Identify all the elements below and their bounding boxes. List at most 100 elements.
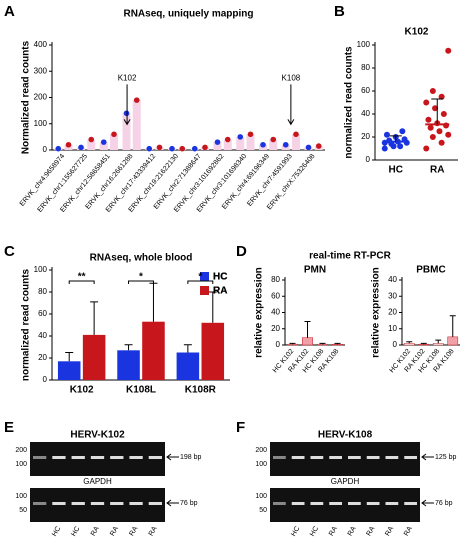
mean-dot xyxy=(293,131,299,138)
y-tick-label: 40 xyxy=(388,275,397,284)
band-arrow xyxy=(166,499,179,507)
mean-dot xyxy=(224,136,231,143)
lane-label: RA xyxy=(403,525,414,537)
lane-label: HC xyxy=(70,525,81,537)
mean-dot xyxy=(88,136,95,143)
sig-label: * xyxy=(139,272,143,283)
mean-bar xyxy=(269,139,278,150)
error-bar xyxy=(431,98,444,125)
arrow xyxy=(287,84,295,126)
mean-dot xyxy=(146,145,153,152)
mean-dot xyxy=(260,141,266,148)
y-axis-label: relative expression xyxy=(371,267,382,358)
mean-dot xyxy=(123,110,130,117)
y-tick-label: 60 xyxy=(271,291,280,300)
error-bar xyxy=(304,320,311,338)
mean-dot xyxy=(156,144,163,151)
sig-label: * xyxy=(198,272,202,283)
mean-dot xyxy=(202,144,208,151)
data-point xyxy=(383,131,390,138)
panel-label: E xyxy=(4,419,14,436)
gel-band xyxy=(291,456,305,459)
y-tick-label: 60 xyxy=(38,309,47,318)
mean-dot xyxy=(270,136,277,143)
y-tick-label: 60 xyxy=(361,86,370,95)
y-tick-label: 80 xyxy=(38,287,47,296)
sig-bracket xyxy=(128,280,154,284)
data-point xyxy=(432,105,439,112)
panel-label: B xyxy=(334,3,345,20)
legend-swatch xyxy=(200,286,209,295)
lane-label: RA xyxy=(328,525,339,537)
mean-bar xyxy=(291,134,300,150)
mean-bar xyxy=(132,100,141,150)
gel-band xyxy=(71,456,85,459)
panel-label: C xyxy=(4,243,15,260)
mean-bar xyxy=(246,134,255,150)
mean-dot xyxy=(237,134,244,140)
gel-title: HERV-K108 xyxy=(318,430,373,441)
gel-band xyxy=(90,456,105,459)
gel-band xyxy=(348,456,361,459)
gel-band xyxy=(33,456,47,459)
legend-swatch xyxy=(200,272,209,281)
marker-label: 200 xyxy=(15,447,27,454)
gel-band xyxy=(273,502,286,505)
lane-label: RA xyxy=(384,525,395,537)
gel-band xyxy=(148,456,162,459)
mean-dot xyxy=(55,145,62,152)
bar xyxy=(287,343,298,346)
bar xyxy=(432,343,444,346)
band-label: 76 bp xyxy=(435,500,453,507)
lane-label: RA xyxy=(366,525,377,537)
lane-label: RA xyxy=(148,525,159,537)
y-tick-label: 0 xyxy=(43,375,48,384)
data-point xyxy=(438,93,445,100)
bar xyxy=(403,343,415,346)
y-tick-label: 10 xyxy=(388,324,397,333)
y-tick-label: 30 xyxy=(388,291,397,300)
data-point xyxy=(436,128,443,135)
error-bar xyxy=(389,135,402,142)
arrow xyxy=(123,84,131,126)
legend-label: HC xyxy=(213,272,227,283)
y-tick-label: 20 xyxy=(361,132,370,141)
x-tick-label: HC xyxy=(389,165,403,176)
mean-bar xyxy=(122,113,131,150)
legend-label: HC xyxy=(213,272,227,283)
x-tick-label: K108L xyxy=(126,385,156,396)
error-bar xyxy=(435,339,442,344)
gel-band xyxy=(366,456,380,459)
y-tick-label: 0 xyxy=(276,340,281,349)
y-tick-label: 300 xyxy=(34,66,48,75)
data-point xyxy=(381,145,388,152)
bar xyxy=(82,334,106,380)
x-tick-label: K102 xyxy=(70,385,94,396)
gel-title: HERV-K102 xyxy=(70,430,125,441)
gel-band xyxy=(129,502,143,505)
y-tick-label: 80 xyxy=(361,63,370,72)
y-axis-label: normalized read counts xyxy=(344,46,355,159)
gel-band xyxy=(52,502,66,505)
data-point xyxy=(445,47,452,54)
data-point xyxy=(390,143,397,150)
y-tick-label: 400 xyxy=(34,40,48,49)
error-bar xyxy=(149,282,158,322)
bar xyxy=(447,336,459,346)
marker-label: 200 xyxy=(255,447,267,454)
mean-dot xyxy=(247,131,254,138)
gel-band xyxy=(310,456,324,459)
gel-band xyxy=(385,456,399,459)
sig-bracket xyxy=(68,280,95,284)
error-bar xyxy=(449,315,456,337)
mean-dot xyxy=(282,141,289,148)
x-tick-label: ERVK_chrX:75326408 xyxy=(266,153,317,211)
error-bar xyxy=(406,341,413,344)
gel-band xyxy=(291,502,305,505)
band-label: 198 bp xyxy=(180,454,202,461)
mean-dot xyxy=(214,139,221,145)
error-bar xyxy=(183,344,192,353)
data-point xyxy=(423,99,430,106)
y-tick-label: 100 xyxy=(34,265,48,274)
